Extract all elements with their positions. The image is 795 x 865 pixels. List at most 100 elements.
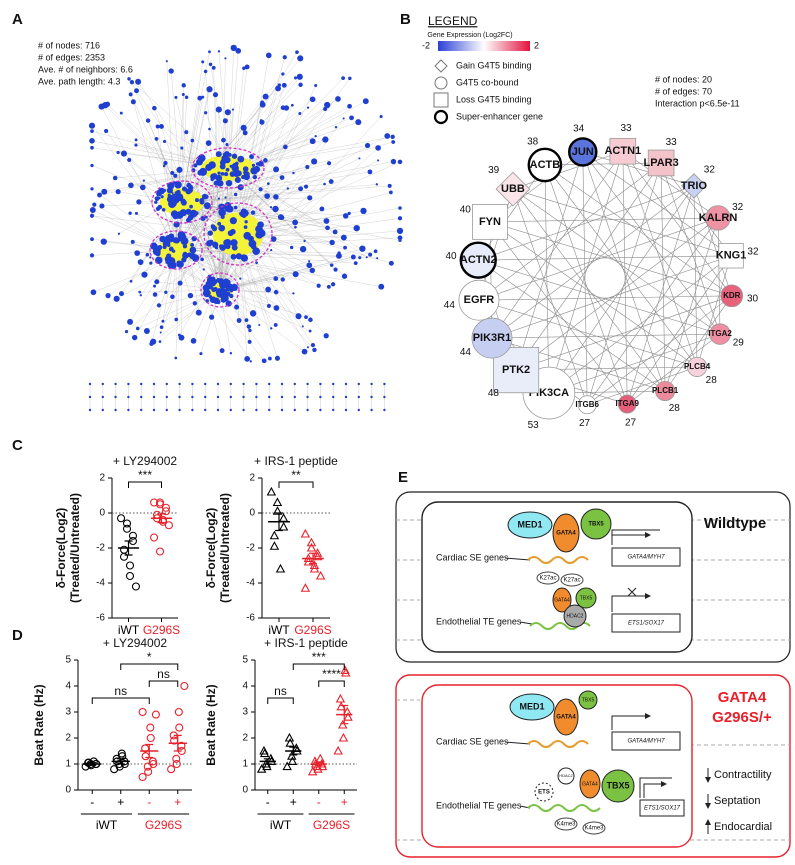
network-edge [219,256,354,291]
network-node [204,111,208,115]
network-node [329,263,334,267]
protein [601,769,635,803]
error-bar [263,758,272,765]
network-node [242,395,245,399]
y-tick-label: 2 [249,473,255,484]
network-node [185,208,192,215]
network-node [101,395,105,399]
gene-label: JUN [572,146,594,158]
network-node [231,108,234,111]
network-node [298,112,302,115]
group-label: G296S [313,818,350,832]
network-node [209,239,214,244]
error-bar [314,762,323,766]
network-node [170,210,179,218]
gene-group-label: Cardiac SE genes [436,736,509,746]
y-tick-label: 2 [65,733,71,744]
network-node [252,247,261,256]
gene-label: PLCB4 [684,362,711,371]
network-node [197,95,203,101]
network-node [127,382,130,386]
cluster-outline [151,180,213,224]
network-node [348,76,352,81]
y-tick-label: -2 [96,543,105,554]
network-node [165,382,168,386]
network-node [165,408,168,412]
network-node [209,314,215,320]
y-tick-label: 4 [242,681,248,692]
network-node [280,382,284,386]
gene-label: PTK2 [502,364,530,376]
network-node [220,171,225,176]
gene-node [458,279,500,321]
network-node [90,163,94,168]
network-node [176,189,181,195]
network-node [153,247,157,251]
gene-node [472,204,508,240]
protein-label: HDAC2 [559,773,573,778]
network-node [167,182,175,190]
network-node [217,50,221,53]
network-node [115,189,121,195]
network-node [334,125,338,129]
network-edge [544,164,628,405]
network-node [244,318,249,322]
network-edge [181,201,223,351]
degree-label: 32 [732,202,744,213]
y-tick-label: 0 [65,785,71,796]
network-node [137,259,144,265]
protein [580,508,612,540]
network-node [92,202,97,207]
network-node [247,339,252,344]
x-tick-label: G296S [294,623,331,637]
stat: Interaction p<6.5e-11 [655,98,740,108]
network-node [292,292,295,295]
network-node [274,355,280,361]
network-node [88,382,92,386]
error-bar [340,704,349,725]
network-node [119,111,123,115]
protein-label: TBX5 [588,522,604,528]
network-edge [491,337,666,392]
network-edge [626,255,732,405]
protein [552,513,580,553]
y-axis-label: (Treated/Untreated) [218,493,232,603]
network-node [383,382,386,386]
network-node [114,395,117,399]
network-node [229,217,237,225]
network-node [398,206,402,210]
x-tick-label: - [147,795,151,809]
stat: Ave. path length: 4.3 [38,76,120,86]
network-node [165,60,168,63]
network-edge [227,47,234,169]
super-enhancer-icon [433,109,449,125]
network-node [192,301,198,306]
scale-max: 2 [534,40,539,50]
data-point [340,665,350,674]
network-node [397,216,403,221]
network-node [142,179,146,182]
network-node [378,283,385,290]
network-edge [175,249,251,362]
network-node [161,319,165,323]
stat: # of edges: 2353 [38,52,105,62]
cluster-outline [191,147,265,189]
network-node [88,408,92,412]
network-node [169,199,177,208]
network-node [357,408,360,412]
network-node [135,326,140,331]
y-axis-label: δ-Force(Log2) [54,508,68,589]
network-node [199,352,203,356]
network-node [242,66,246,70]
network-node [265,286,272,293]
network-node [168,201,172,206]
network-node [310,342,316,348]
network-edge [515,217,719,371]
network-node [134,250,141,256]
network-node [162,164,166,168]
network-node [149,261,153,265]
network-node [230,44,237,52]
y-tick-label: 2 [242,733,248,744]
network-node [185,188,192,195]
network-node [174,95,178,99]
